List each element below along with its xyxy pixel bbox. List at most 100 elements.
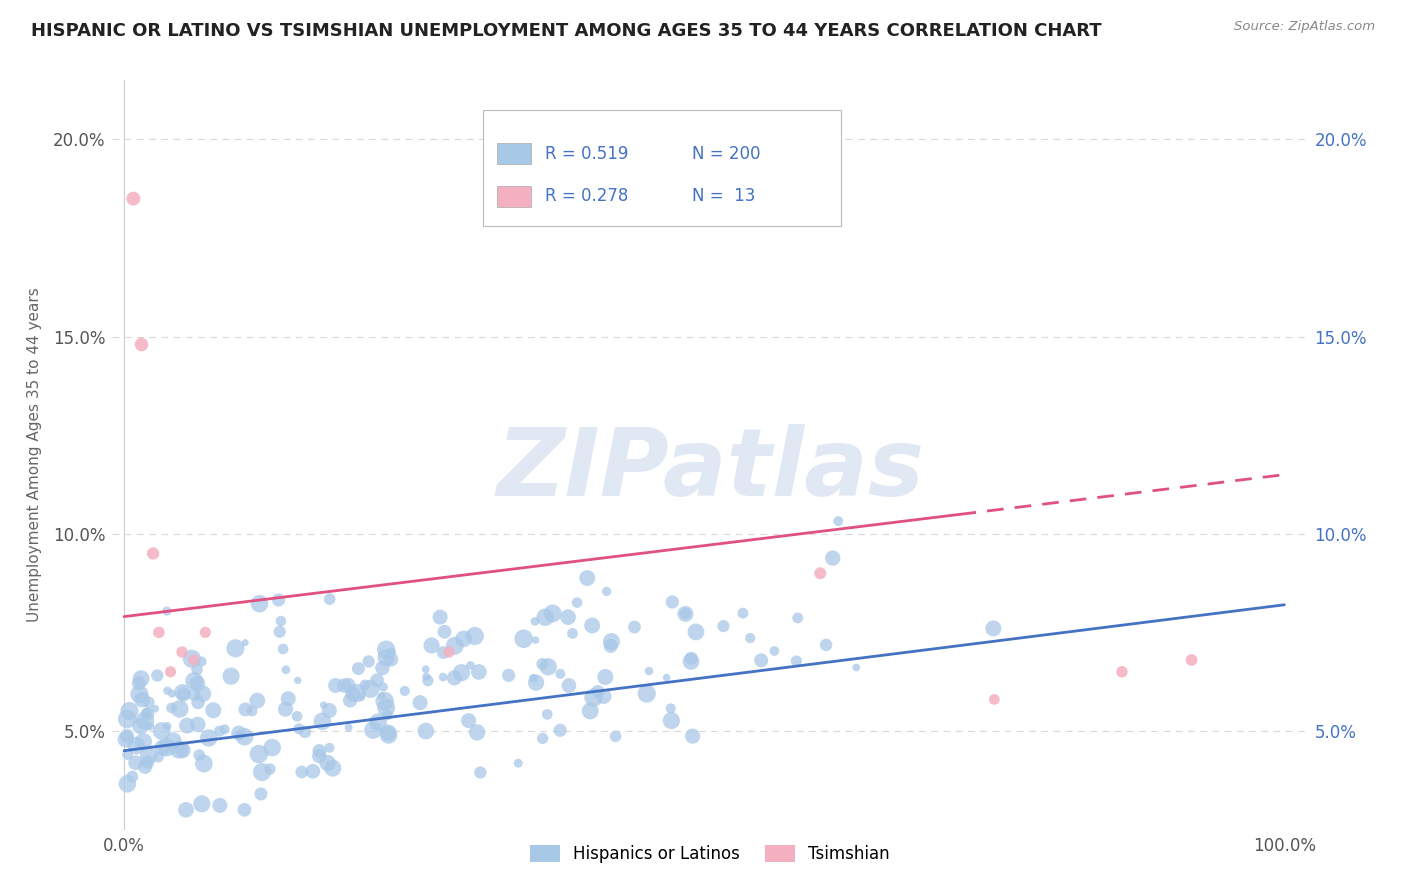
Point [134,714,156,728]
Point [259,762,281,776]
Point [121,770,143,784]
Point [443,639,465,653]
Point [661,595,683,609]
Point [190,655,212,669]
Point [561,626,583,640]
Point [191,687,214,701]
Point [366,673,388,688]
Point [122,192,145,206]
Point [558,679,581,693]
Point [174,803,197,817]
Point [156,604,179,618]
Point [468,665,491,679]
Point [342,687,364,701]
Point [233,730,256,744]
Point [318,740,340,755]
Point [146,668,169,682]
Point [150,724,173,739]
Point [524,675,547,690]
Point [136,706,159,721]
Point [118,704,141,718]
Point [512,632,534,646]
Point [167,742,190,756]
Point [308,749,330,764]
Point [316,756,339,770]
Point [581,618,603,632]
Point [681,651,703,665]
Point [172,688,194,702]
Point [271,642,294,657]
Point [429,610,451,624]
Point [377,728,399,742]
Point [187,717,209,731]
Point [586,684,609,698]
Point [457,714,479,728]
Point [115,712,138,726]
Point [301,764,323,779]
Point [465,725,488,739]
Point [675,607,697,621]
Point [125,739,148,753]
Point [470,765,492,780]
Point [132,735,155,749]
Point [308,744,330,758]
Point [371,661,394,675]
Point [214,723,236,737]
Point [250,765,273,780]
Point [249,597,271,611]
Point [337,678,360,692]
Point [380,652,402,666]
Point [274,663,297,677]
Point [740,631,762,645]
Point [142,547,165,561]
Point [160,687,183,701]
Point [713,619,735,633]
Point [531,731,554,746]
Text: R = 0.278: R = 0.278 [546,187,628,205]
FancyBboxPatch shape [498,186,531,207]
Point [117,777,139,791]
Point [224,641,246,656]
Text: R = 0.519: R = 0.519 [546,145,628,162]
Point [312,698,335,712]
Point [377,726,399,740]
Point [247,747,270,761]
Point [131,337,153,351]
Point [433,624,456,639]
Y-axis label: Unemployment Among Ages 35 to 44 years: Unemployment Among Ages 35 to 44 years [27,287,42,623]
Point [183,687,205,701]
Point [136,756,159,770]
Point [595,584,617,599]
Text: ZIPatlas: ZIPatlas [496,424,924,516]
Point [377,707,399,722]
Point [128,687,150,701]
Point [152,740,174,755]
Point [576,571,599,585]
Point [318,704,340,718]
Point [548,723,571,738]
Point [579,704,602,718]
Text: HISPANIC OR LATINO VS TSIMSHIAN UNEMPLOYMENT AMONG AGES 35 TO 44 YEARS CORRELATI: HISPANIC OR LATINO VS TSIMSHIAN UNEMPLOY… [31,22,1101,40]
Point [333,679,356,693]
Point [374,694,396,708]
Point [370,689,392,703]
Point [599,639,621,653]
Point [172,685,194,699]
FancyBboxPatch shape [484,111,842,227]
Point [169,702,191,716]
Point [240,704,263,718]
Point [437,645,460,659]
Point [267,593,290,607]
Point [623,620,645,634]
Point [380,645,402,659]
Point [233,803,256,817]
Point [156,740,179,755]
Point [219,669,242,683]
Point [763,644,786,658]
Point [983,692,1005,706]
Point [202,703,225,717]
Point [208,798,231,813]
Point [420,639,443,653]
Point [176,718,198,732]
Point [235,702,257,716]
